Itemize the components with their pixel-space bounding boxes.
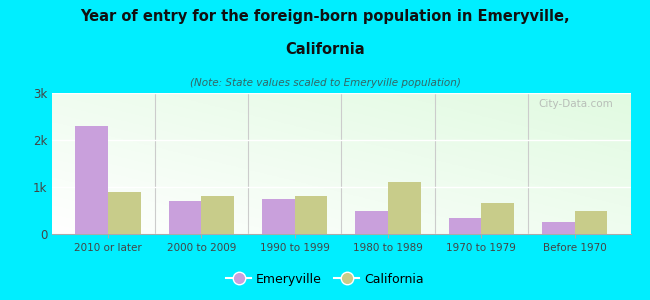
Bar bbox=[481, 203, 514, 234]
Text: City-Data.com: City-Data.com bbox=[538, 99, 613, 109]
Bar bbox=[168, 201, 202, 234]
Legend: Emeryville, California: Emeryville, California bbox=[221, 268, 429, 291]
Bar bbox=[388, 182, 421, 234]
Text: California: California bbox=[285, 42, 365, 57]
Bar bbox=[542, 222, 575, 234]
Bar bbox=[108, 192, 140, 234]
Text: (Note: State values scaled to Emeryville population): (Note: State values scaled to Emeryville… bbox=[190, 78, 460, 88]
Bar bbox=[448, 218, 481, 234]
Bar bbox=[575, 211, 607, 234]
Text: Year of entry for the foreign-born population in Emeryville,: Year of entry for the foreign-born popul… bbox=[80, 9, 570, 24]
Bar bbox=[294, 196, 327, 234]
Bar bbox=[75, 126, 108, 234]
Bar bbox=[262, 199, 294, 234]
Bar bbox=[356, 211, 388, 234]
Bar bbox=[202, 196, 234, 234]
